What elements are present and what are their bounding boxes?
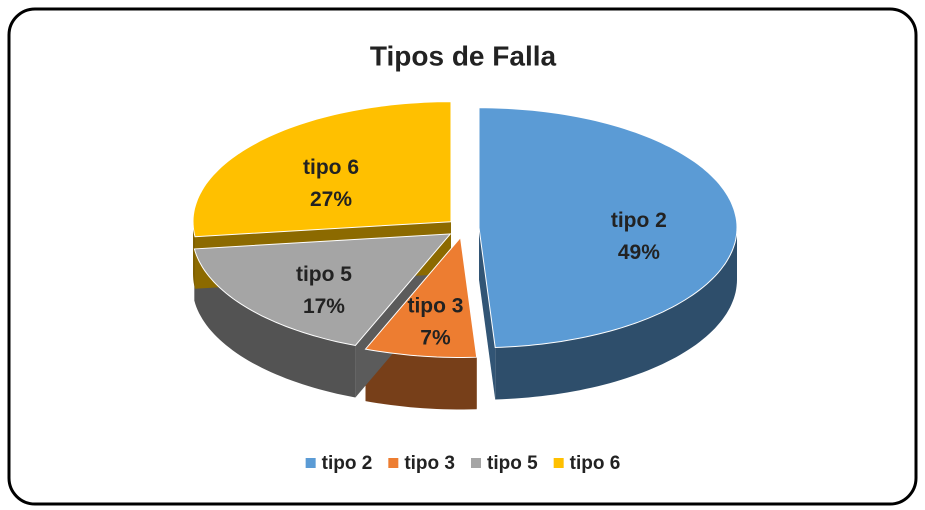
legend-label: tipo 2 bbox=[322, 453, 373, 474]
legend-swatch bbox=[305, 458, 316, 468]
data-label-value: 27% bbox=[310, 188, 352, 211]
data-label-value: 17% bbox=[303, 295, 345, 318]
legend-swatch bbox=[388, 458, 399, 468]
slice bbox=[364, 236, 478, 358]
slice-side bbox=[194, 248, 356, 398]
slice bbox=[478, 107, 738, 349]
legend-label: tipo 3 bbox=[404, 453, 455, 474]
data-label-name: tipo 3 bbox=[407, 295, 463, 318]
chart-title: Tipos de Falla bbox=[370, 40, 557, 71]
data-label-name: tipo 2 bbox=[611, 209, 667, 232]
pie-tops bbox=[192, 101, 738, 358]
slice-side bbox=[193, 221, 195, 289]
slice-side bbox=[365, 349, 477, 410]
data-label-value: 7% bbox=[420, 327, 451, 350]
legend-swatch bbox=[471, 458, 481, 468]
slice-side bbox=[495, 227, 737, 400]
data-label-name: tipo 6 bbox=[303, 156, 359, 179]
legend: tipo 2 tipo 3 tipo 5 tipo 6 bbox=[305, 453, 621, 474]
slice bbox=[192, 101, 452, 238]
data-label-name: tipo 5 bbox=[296, 263, 352, 286]
slice bbox=[193, 233, 452, 347]
legend-swatch bbox=[553, 458, 564, 468]
legend-label: tipo 6 bbox=[570, 453, 621, 474]
data-label-value: 49% bbox=[618, 241, 660, 264]
slice-edge-wall bbox=[479, 227, 496, 400]
legend-label: tipo 5 bbox=[487, 453, 538, 474]
